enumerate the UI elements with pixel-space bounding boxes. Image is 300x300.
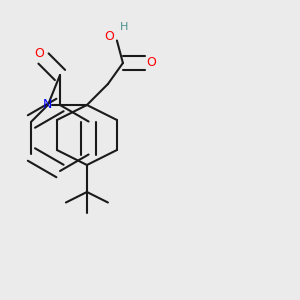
Text: O: O: [146, 56, 156, 70]
Text: N: N: [43, 98, 52, 112]
Text: O: O: [34, 47, 44, 61]
Text: O: O: [104, 29, 114, 43]
Text: H: H: [120, 22, 129, 32]
